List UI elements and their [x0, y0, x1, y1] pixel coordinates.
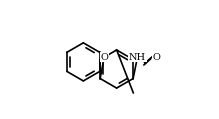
Text: O: O — [100, 53, 108, 62]
Text: NH: NH — [129, 53, 146, 62]
Text: O: O — [153, 53, 161, 62]
